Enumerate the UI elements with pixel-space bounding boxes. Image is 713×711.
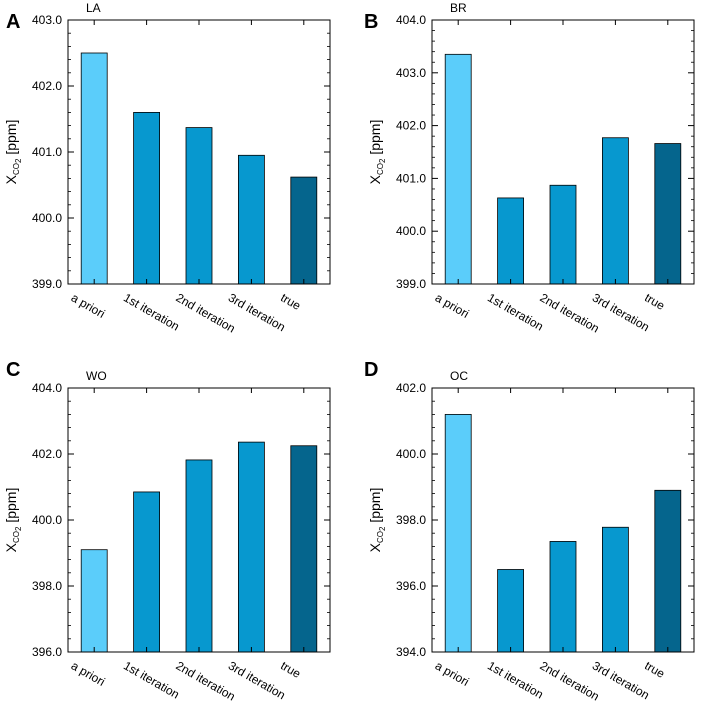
y-axis-label: XCO2 [ppm] [367,488,387,553]
category-label: 1st iteration [485,290,546,333]
bar-true [290,445,318,653]
bar-3rd-iteration [237,441,265,653]
y-label-unit: [ppm] [367,488,383,527]
bar-3rd-iteration [602,137,629,285]
y-tick-label: 396.0 [396,579,426,593]
y-tick-label: 401.0 [396,171,426,185]
panel-letter: C [6,359,20,381]
bar-2nd-iteration [185,459,213,653]
plot-frame [431,19,695,285]
y-tick-label: 403.0 [32,13,62,27]
y-tick-label: 400.0 [32,211,62,225]
chart-title: BR [450,1,467,15]
bar-a-priori [444,413,472,653]
y-label-sub: CO [376,163,385,175]
y-label-sub: CO [12,163,21,175]
y-tick-label: 402.0 [32,79,62,93]
chart-title: WO [86,369,107,383]
y-tick-label: 399.0 [396,277,426,291]
y-tick-label: 402.0 [396,119,426,133]
bar-2nd-iteration [549,184,577,285]
y-tick-label: 404.0 [32,381,62,395]
y-tick-label: 400.0 [32,513,62,527]
bar-2nd-iteration [549,541,577,653]
y-label-sub: CO [12,531,21,543]
category-label: true [278,290,303,313]
bar-a-priori [80,52,108,285]
panel-letter: B [364,11,378,33]
bar-a-priori [80,549,108,653]
y-tick-label: 400.0 [396,224,426,238]
y-label-main: X [367,542,383,552]
category-label: 1st iteration [485,658,546,701]
y-label-sub2: 2 [378,526,387,531]
category-label: true [642,658,667,681]
y-tick-label: 400.0 [396,447,426,461]
y-tick-label: 394.0 [396,645,426,659]
category-label: 1st iteration [121,658,182,701]
chart-title: LA [86,1,101,15]
bar-3rd-iteration [237,154,265,285]
category-label: true [278,658,303,681]
y-axis-label: XCO2 [ppm] [3,120,23,185]
panel-letter: A [6,11,20,33]
y-tick-label: 401.0 [32,145,62,159]
y-label-unit: [ppm] [3,488,19,527]
y-tick-label: 403.0 [396,66,426,80]
category-label: true [642,290,667,313]
y-tick-label: 398.0 [32,579,62,593]
bar-1st-iteration [133,112,161,285]
y-label-sub: CO [376,531,385,543]
panel-letter: D [364,359,378,381]
y-axis-label: XCO2 [ppm] [3,488,23,553]
y-label-sub2: 2 [14,158,23,163]
category-label: a priori [433,658,472,688]
y-label-sub2: 2 [14,526,23,531]
y-tick-label: 396.0 [32,645,62,659]
bar-1st-iteration [133,491,161,653]
bar-a-priori [444,53,472,285]
bar-1st-iteration [497,197,525,285]
y-tick-label: 402.0 [396,381,426,395]
y-label-unit: [ppm] [3,120,19,159]
category-label: 1st iteration [121,290,182,333]
bar-1st-iteration [497,569,525,653]
bar-true [654,489,682,653]
y-tick-label: 398.0 [396,513,426,527]
y-label-main: X [3,542,19,552]
y-label-main: X [3,174,19,184]
category-label: a priori [69,290,108,320]
bar-3rd-iteration [602,526,629,653]
y-label-unit: [ppm] [367,120,383,159]
y-label-main: X [367,174,383,184]
chart-title: OC [450,369,468,383]
category-label: a priori [433,290,472,320]
y-tick-label: 402.0 [32,447,62,461]
bar-true [290,176,318,285]
bar-true [654,143,682,285]
y-tick-label: 399.0 [32,277,62,291]
y-label-sub2: 2 [378,158,387,163]
bar-2nd-iteration [185,127,213,285]
category-label: a priori [69,658,108,688]
y-axis-label: XCO2 [ppm] [367,120,387,185]
y-tick-label: 404.0 [396,13,426,27]
